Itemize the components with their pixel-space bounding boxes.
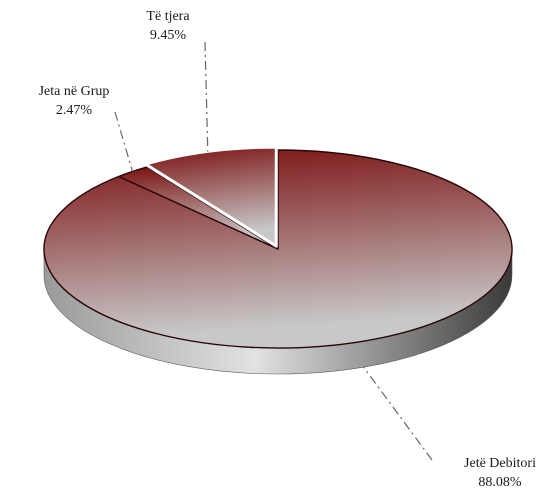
- category-label: Jeta në Grup: [39, 84, 110, 99]
- leader-line-layer: [114, 41, 433, 461]
- leader-line: [363, 366, 433, 461]
- value-label: 9.45%: [150, 28, 187, 43]
- value-label: 2.47%: [56, 103, 93, 118]
- leader-line: [114, 111, 134, 172]
- label-layer: Jetë Debitori 88.08% Jeta në Grup 2.47% Të t…: [39, 9, 536, 490]
- category-label: Jetë Debitori: [464, 456, 536, 471]
- value-label: 88.08%: [478, 475, 522, 490]
- leader-line: [204, 41, 209, 152]
- pie-top-layer: [43, 145, 513, 349]
- pie-slice-të-tjera: [143, 145, 278, 248]
- category-label: Të tjera: [146, 9, 190, 24]
